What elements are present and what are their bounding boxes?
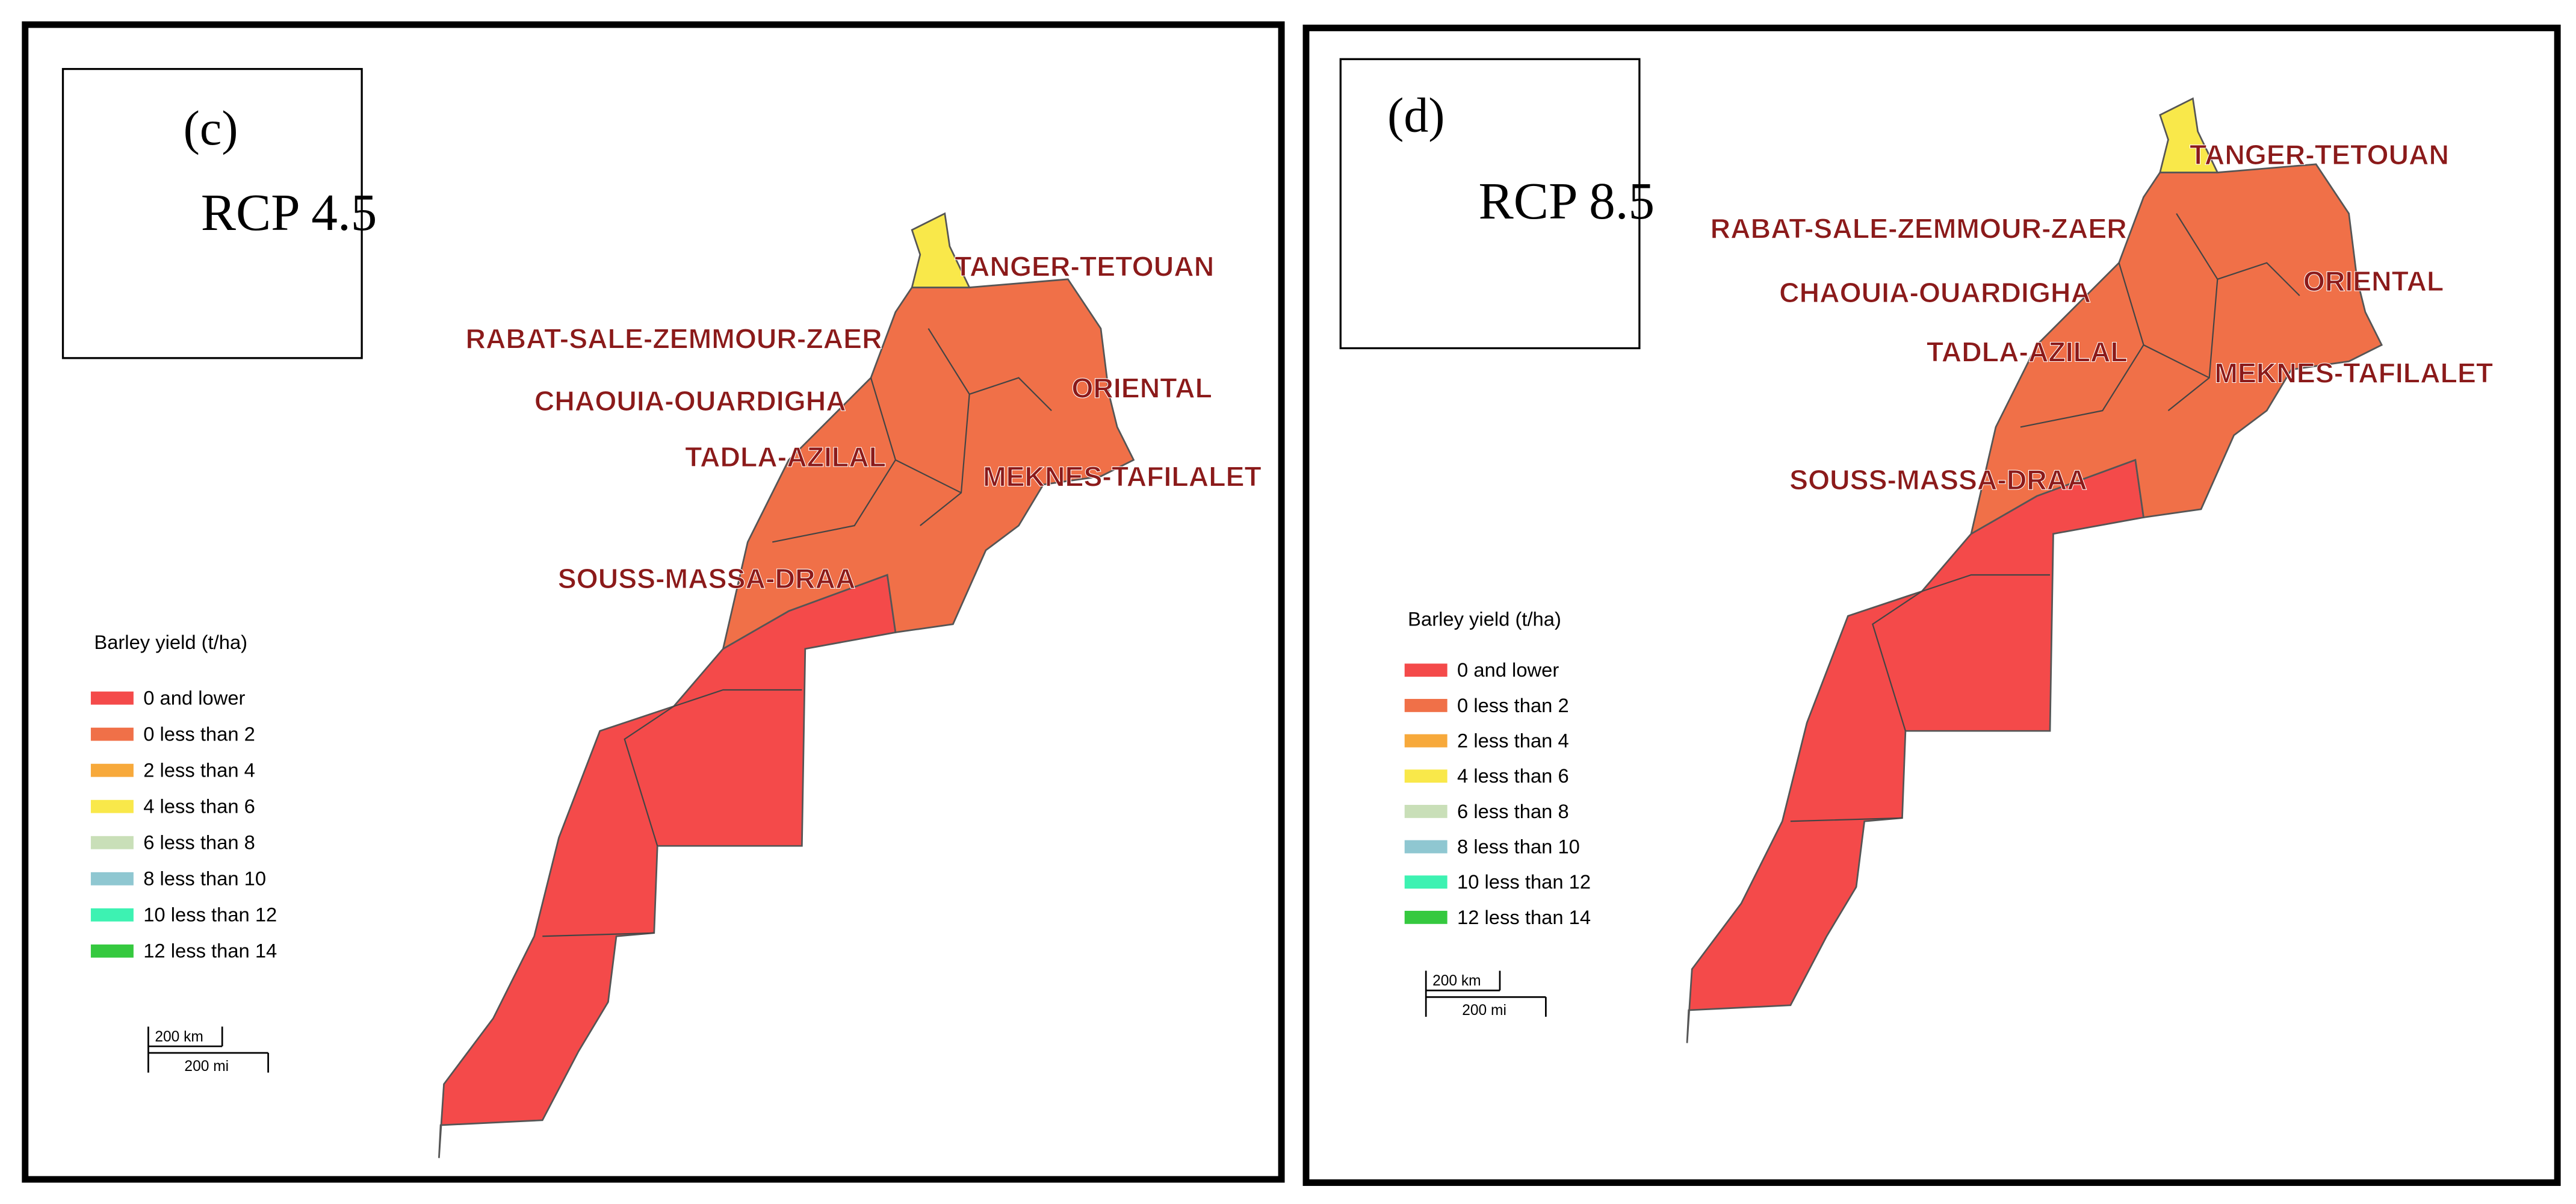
- label-box: [61, 67, 363, 359]
- legend-label: 10 less than 12: [143, 904, 277, 926]
- scale-km: 200 km: [1432, 973, 1481, 989]
- scale-km: 200 km: [155, 1029, 203, 1045]
- region-red: [1686, 459, 2145, 1043]
- legend-swatch: [1404, 734, 1447, 748]
- legend-label: 0 and lower: [1457, 659, 1559, 681]
- legend-label: 12 less than 14: [143, 940, 277, 962]
- scale-mi: 200 mi: [1462, 1002, 1506, 1019]
- region-label: TANGER-TETOUAN: [2190, 139, 2449, 170]
- region-yellow: [911, 212, 971, 288]
- region-label: SOUSS-MASSA-DRAA: [1789, 464, 2087, 495]
- region-label: RABAT-SALE-ZEMMOUR-ZAER: [1711, 213, 2127, 244]
- morocco-map: [1686, 97, 2383, 1043]
- region-orange: [722, 278, 1135, 651]
- legend-swatch: [1404, 840, 1447, 854]
- legend-swatch: [90, 799, 134, 813]
- legend-label: 0 and lower: [143, 687, 245, 709]
- legend-label: 8 less than 10: [1457, 835, 1580, 857]
- legend-label: 8 less than 10: [143, 867, 266, 890]
- map-panel: (c) RCP 4.5 TANGER-TETOUAN RABAT-SALE-ZEMMO…: [22, 21, 1285, 1183]
- legend-swatch: [1404, 698, 1447, 712]
- region-label: CHAOUIA-OUARDIGHA: [534, 385, 846, 417]
- scale-mi: 200 mi: [184, 1058, 229, 1075]
- legend-label: 2 less than 4: [1457, 729, 1569, 751]
- legend-swatch: [1404, 875, 1447, 889]
- legend-label: 4 less than 6: [143, 795, 255, 818]
- legend-swatch: [1404, 804, 1447, 818]
- legend-swatch: [90, 836, 134, 849]
- region-label: MEKNES-TAFILALET: [2214, 358, 2493, 389]
- region-label: ORIENTAL: [2303, 265, 2444, 297]
- region-border: [1921, 213, 2300, 592]
- region-label: CHAOUIA-OUARDIGHA: [1779, 277, 2091, 308]
- region-label: SOUSS-MASSA-DRAA: [558, 563, 856, 594]
- legend-swatch: [1404, 910, 1447, 924]
- legend-title: Barley yield (t/ha): [94, 631, 247, 653]
- region-border: [542, 706, 675, 937]
- legend-label: 10 less than 12: [1457, 870, 1591, 893]
- region-label: TANGER-TETOUAN: [955, 250, 1214, 282]
- legend-label: 4 less than 6: [1457, 765, 1569, 787]
- region-label: TADLA-AZILAL: [1927, 336, 2128, 367]
- legend-label: 2 less than 4: [143, 759, 255, 781]
- legend-title: Barley yield (t/ha): [1408, 608, 1561, 630]
- region-yellow: [2159, 97, 2219, 173]
- scenario-label: RCP 8.5: [1479, 172, 1655, 230]
- legend-swatch: [1404, 663, 1447, 677]
- morocco-map: [438, 212, 1135, 1158]
- label-box: [1339, 58, 1641, 350]
- region-border: [673, 328, 1052, 707]
- legend-label: 12 less than 14: [1457, 906, 1591, 928]
- legend-label: 6 less than 8: [143, 831, 255, 854]
- region-label: ORIENTAL: [1071, 372, 1212, 403]
- legend-label: 0 less than 2: [143, 723, 255, 745]
- map-panel: (d) RCP 8.5 TANGER-TETOUAN RABAT-SALE-ZEMMO…: [1302, 24, 2561, 1186]
- panel-label: (d): [1387, 87, 1444, 142]
- scenario-label: RCP 4.5: [201, 183, 377, 241]
- region-label: RABAT-SALE-ZEMMOUR-ZAER: [465, 323, 882, 354]
- legend-swatch: [90, 944, 134, 958]
- legend-label: 6 less than 8: [1457, 800, 1569, 822]
- region-label: MEKNES-TAFILALET: [983, 461, 1262, 492]
- legend-swatch: [90, 872, 134, 886]
- legend-swatch: [90, 908, 134, 922]
- legend-swatch: [90, 763, 134, 777]
- region-border: [1790, 591, 1922, 822]
- region-label: TADLA-AZILAL: [685, 441, 886, 473]
- legend-swatch: [90, 727, 134, 741]
- legend-swatch: [90, 691, 134, 705]
- region-red: [438, 574, 897, 1158]
- legend-swatch: [1404, 769, 1447, 783]
- region-orange: [1970, 163, 2383, 536]
- legend-label: 0 less than 2: [1457, 694, 1569, 716]
- panel-label: (c): [184, 101, 238, 155]
